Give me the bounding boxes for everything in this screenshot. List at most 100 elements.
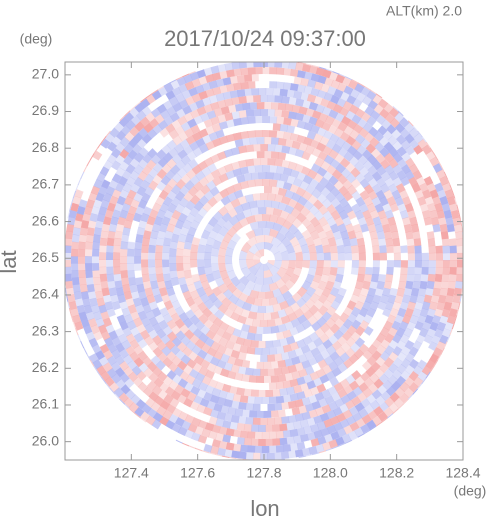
radar-cell — [429, 321, 439, 332]
radar-cell — [383, 320, 393, 331]
radar-cell — [102, 294, 112, 304]
radar-cell — [406, 238, 415, 247]
radar-cell — [230, 198, 241, 208]
radar-cell — [333, 103, 343, 114]
radar-cell — [371, 237, 380, 247]
radar-cell — [429, 147, 435, 155]
radar-cell — [274, 417, 283, 425]
radar-cell — [103, 160, 114, 170]
radar-cell — [453, 287, 462, 297]
radar-cell — [262, 115, 270, 124]
radar-cell — [399, 117, 410, 128]
radar-cell — [416, 163, 427, 174]
radar-cell — [151, 202, 162, 213]
radar-cell — [119, 209, 129, 219]
radar-cell — [89, 153, 95, 160]
radar-cell — [235, 103, 244, 112]
radar-cell — [134, 241, 143, 250]
radar-cell — [238, 451, 247, 460]
radar-cell — [206, 110, 217, 120]
radar-cell — [229, 176, 239, 186]
radar-cell — [70, 256, 78, 264]
radar-cell — [245, 402, 254, 411]
radar-cell — [122, 226, 131, 236]
radar-cell — [101, 179, 111, 189]
radar-cell — [231, 96, 240, 106]
radar-cell — [322, 244, 331, 254]
radar-cell — [333, 329, 344, 340]
radar-cell — [168, 293, 178, 304]
radar-cell — [294, 202, 305, 213]
radar-cell — [176, 240, 185, 250]
radar-cell — [286, 335, 296, 345]
radar-cell — [279, 124, 289, 132]
radar-cell — [217, 151, 227, 161]
radar-cell — [185, 96, 195, 106]
radar-cell — [305, 108, 315, 117]
radar-cell — [171, 423, 182, 433]
radar-cell — [84, 256, 92, 264]
radar-cell — [320, 83, 330, 93]
radar-cell — [272, 88, 281, 96]
radar-cell — [269, 179, 278, 188]
radar-cell — [315, 368, 326, 378]
radar-cell — [83, 165, 88, 173]
radar-cell — [402, 115, 409, 122]
radar-cell — [202, 134, 212, 145]
radar-cell — [306, 380, 316, 390]
radar-cell — [279, 337, 289, 347]
radar-cell — [400, 260, 409, 268]
radar-cell — [330, 431, 340, 441]
radar-cell — [392, 273, 401, 283]
radar-cell — [293, 308, 304, 319]
radar-cell — [146, 294, 156, 304]
radar-cell — [355, 418, 366, 428]
radar-cell — [269, 116, 278, 124]
radar-cell — [326, 345, 337, 356]
radar-cell — [193, 280, 203, 291]
radar-cell — [191, 93, 202, 103]
radar-cell — [127, 263, 135, 271]
radar-cell — [303, 71, 313, 81]
radar-cell — [413, 273, 422, 283]
radar-cell — [222, 77, 232, 86]
radar-cell — [205, 273, 215, 283]
radar-cell — [233, 305, 244, 316]
radar-cell — [307, 169, 318, 180]
radar-cell — [408, 382, 419, 393]
radar-cell — [313, 237, 323, 247]
radar-cell — [193, 181, 204, 192]
radar-cell — [133, 317, 143, 328]
radar-cell — [229, 90, 239, 99]
radar-cell — [208, 64, 216, 68]
radar-cell — [142, 280, 152, 290]
radar-cell — [270, 236, 282, 248]
radar-cell — [297, 273, 308, 284]
radar-cell — [238, 217, 249, 228]
radar-cell — [231, 414, 240, 423]
radar-cell — [118, 333, 128, 344]
radar-cell — [300, 128, 310, 138]
radar-cell — [213, 350, 224, 360]
radar-cell — [423, 176, 434, 186]
radar-cell — [151, 287, 161, 297]
radar-cell — [136, 283, 145, 293]
radar-cell — [108, 179, 119, 190]
radar-cell — [217, 447, 226, 457]
radar-cell — [167, 306, 177, 317]
radar-cell — [217, 166, 228, 176]
y-tick-label: 26.4 — [32, 286, 59, 302]
radar-cell — [238, 145, 247, 154]
radar-cell — [349, 273, 358, 283]
radar-cell — [260, 94, 268, 102]
radar-cell — [406, 189, 417, 200]
radar-cell — [176, 270, 185, 279]
radar-cell — [351, 114, 362, 125]
radar-cell — [455, 273, 463, 282]
radar-cell — [270, 325, 280, 334]
radar-cell — [310, 423, 320, 433]
radar-cell — [237, 351, 247, 361]
radar-cell — [263, 361, 272, 369]
radar-cell — [441, 328, 452, 338]
radar-cell — [86, 227, 95, 236]
